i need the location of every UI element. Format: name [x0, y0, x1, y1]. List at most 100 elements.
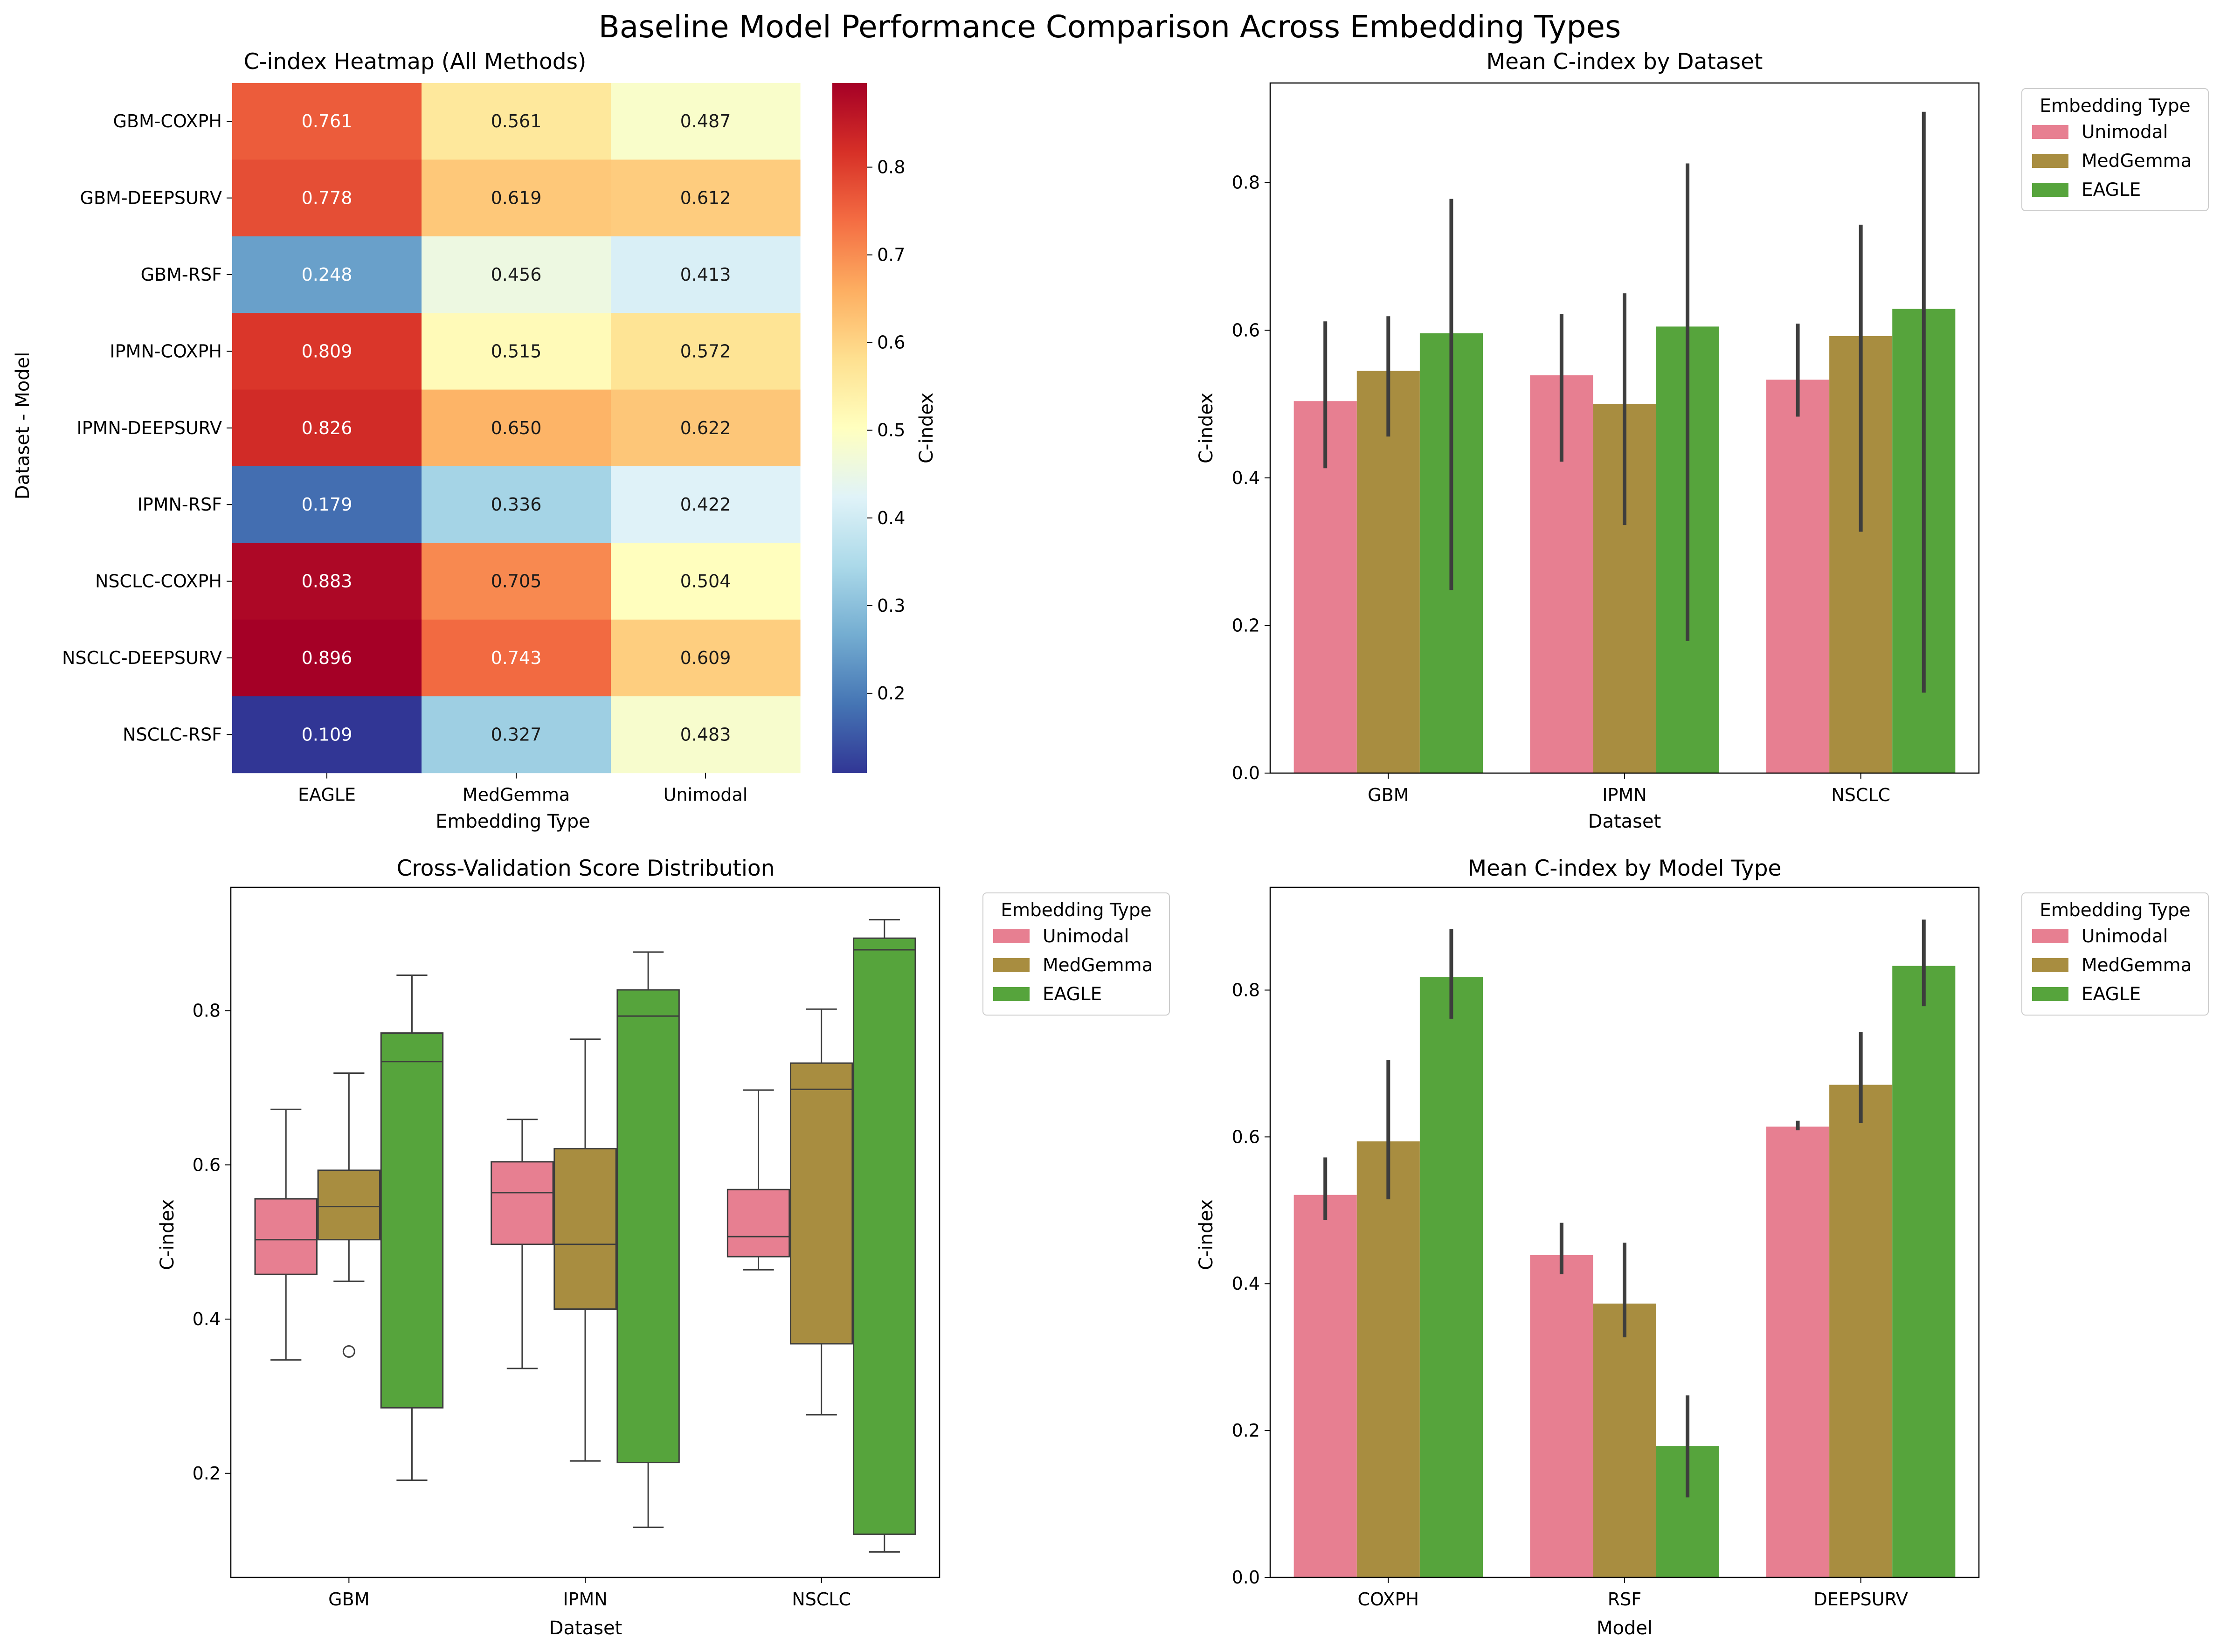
heatmap-cell — [232, 543, 422, 620]
y-tick-label: 0.8 — [193, 1001, 221, 1021]
heatmap-cell — [611, 466, 801, 543]
heatmap-cell-label: 0.619 — [491, 188, 542, 208]
legend-box — [982, 892, 1170, 1016]
y-tick-label: 0.2 — [1232, 1420, 1260, 1441]
heatmap-cell-label: 0.487 — [680, 111, 731, 131]
x-tick-label: IPMN — [1602, 785, 1646, 805]
legend-title: Embedding Type — [1001, 900, 1151, 921]
heatmap-y-label: Dataset - Model — [12, 352, 34, 500]
box-unimodal — [726, 1189, 790, 1258]
heatmap-cell-label: 0.761 — [302, 111, 353, 131]
colorbar-tick-label: 0.4 — [877, 508, 905, 528]
heatmap-cell — [611, 313, 801, 390]
heatmap-cell — [422, 236, 611, 313]
model-bar-plot: 0.0 0.2 0.4 0.6 0.8 COXPH RSF DEEPSURV — [1232, 886, 1980, 1610]
colorbar-tick-label: 0.2 — [877, 683, 905, 704]
dataset-bar-plot: 0.0 0.2 0.4 0.6 0.8 GBM IPMN NSCLC — [1232, 82, 1980, 805]
model-bar-legend: Embedding Type Unimodal MedGemma EAGLE — [2021, 892, 2209, 1016]
colorbar-tick-label: 0.3 — [877, 595, 905, 616]
bar-eagle — [1419, 977, 1483, 1577]
colorbar-ticks: 0.2 0.3 0.4 0.5 0.6 0.7 0.8 — [867, 157, 905, 704]
heatmap-cell-label: 0.561 — [491, 111, 542, 131]
heatmap-cell-label: 0.572 — [680, 341, 731, 361]
heatmap-cell — [611, 389, 801, 467]
heatmap-cell-label: 0.179 — [302, 494, 353, 515]
heatmap-x-tick-label: MedGemma — [463, 785, 570, 805]
heatmap-cell — [611, 83, 801, 160]
heatmap-cell-label: 0.515 — [491, 341, 542, 361]
box-medgemma — [553, 1148, 617, 1310]
y-tick-label: 0.4 — [193, 1309, 221, 1329]
heatmap-x-label: Embedding Type — [436, 811, 590, 832]
heatmap-cell — [232, 389, 422, 467]
x-tick-label: DEEPSURV — [1813, 1589, 1908, 1610]
legend-box — [2021, 88, 2209, 211]
heatmap-y-tick-label: IPMN-RSF — [138, 494, 222, 515]
model-bar-y-label: C-index — [1196, 1199, 1217, 1270]
legend-label-unimodal: Unimodal — [2082, 926, 2168, 947]
axes-frame — [1269, 886, 1980, 1578]
heatmap-cell-label: 0.650 — [491, 418, 542, 438]
bar-medgemma — [1356, 371, 1420, 773]
axes-frame — [230, 886, 941, 1578]
box-unimodal — [254, 1198, 318, 1275]
heatmap-cells: 0.761 0.561 0.487 0.778 0.619 0.612 0.248 0.456… — [232, 83, 801, 774]
heatmap-cell-label: 0.504 — [680, 571, 731, 592]
legend-label-eagle: EAGLE — [1043, 984, 1102, 1005]
heatmap-cell — [422, 159, 611, 237]
cv-box-panel: Cross-Validation Score Distribution 0.2 0… — [157, 856, 1170, 1639]
axes-frame — [1269, 82, 1980, 774]
legend-swatch-eagle — [993, 987, 1030, 1001]
heatmap-title: C-index Heatmap (All Methods) — [244, 49, 587, 75]
box-medgemma — [789, 1062, 853, 1345]
legend-label-medgemma: MedGemma — [2082, 151, 2192, 172]
x-tick-label: GBM — [328, 1589, 369, 1610]
cv-box-y-label: C-index — [157, 1199, 178, 1270]
colorbar-tick-label: 0.6 — [877, 332, 905, 353]
heatmap-cell — [422, 696, 611, 774]
heatmap-cell — [232, 696, 422, 774]
model-bar-panel: Mean C-index by Model Type 0.00.20.40.60… — [1196, 856, 2209, 1639]
y-tick-label: 0.8 — [1232, 173, 1260, 193]
colorbar-tick-label: 0.7 — [877, 245, 905, 265]
y-tick-label: 0.4 — [1232, 1273, 1260, 1294]
heatmap-cell — [611, 619, 801, 697]
legend-label-unimodal: Unimodal — [1043, 926, 1129, 947]
dataset-bar-panel: Mean C-index by Dataset 0.0 0.2 0.4 0.6 0.8 G… — [1196, 49, 2209, 832]
colorbar-label: C-index — [916, 393, 937, 463]
heatmap-cell-label: 0.883 — [302, 571, 353, 592]
heatmap-x-tick-label: Unimodal — [664, 785, 748, 805]
heatmap-cell-label: 0.612 — [680, 188, 731, 208]
heatmap-cell-label: 0.809 — [302, 341, 353, 361]
heatmap-cell — [611, 159, 801, 237]
colorbar-tick-label: 0.5 — [877, 420, 905, 441]
heatmap-y-ticks: GBM-COXPH GBM-DEEPSURV GBM-RSF IPMN-COXPH IP… — [62, 111, 232, 745]
cv-box-title: Cross-Validation Score Distribution — [397, 856, 775, 881]
y-tick-label: 0.4 — [1232, 468, 1260, 488]
heatmap-cell-label: 0.826 — [302, 418, 353, 438]
legend-label-unimodal: Unimodal — [2082, 122, 2168, 143]
heatmap-cell-label: 0.336 — [491, 494, 542, 515]
bar-unimodal — [1293, 1195, 1357, 1577]
legend-title: Embedding Type — [2040, 900, 2190, 921]
x-tick-label: NSCLC — [1831, 785, 1890, 805]
y-tick-label: 0.0 — [1232, 1567, 1260, 1588]
heatmap-cell — [422, 83, 611, 160]
figure-title: Baseline Model Performance Comparison Ac… — [599, 9, 1621, 45]
y-tick-label: 0.2 — [1232, 615, 1260, 636]
y-tick-label: 0.6 — [193, 1154, 221, 1175]
heatmap-y-tick-label: IPMN-COXPH — [110, 341, 222, 361]
bar-eagle — [1892, 966, 1956, 1577]
box-eagle — [853, 937, 916, 1535]
dataset-bar-legend: Embedding Type Unimodal MedGemma EAGLE — [2021, 88, 2209, 211]
y-tick-label: 0.2 — [193, 1463, 221, 1484]
cv-box-plot: 0.2 0.4 0.6 0.8 GBM IPMN NSCLC — [193, 886, 941, 1610]
legend-swatch-medgemma — [2032, 154, 2068, 168]
heatmap-cell — [232, 83, 422, 160]
heatmap-cell — [611, 236, 801, 313]
legend-title: Embedding Type — [2040, 96, 2190, 117]
heatmap-cell — [422, 313, 611, 390]
heatmap-y-tick-label: NSCLC-COXPH — [95, 571, 222, 592]
heatmap-cell — [422, 619, 611, 697]
heatmap-cell — [232, 466, 422, 543]
